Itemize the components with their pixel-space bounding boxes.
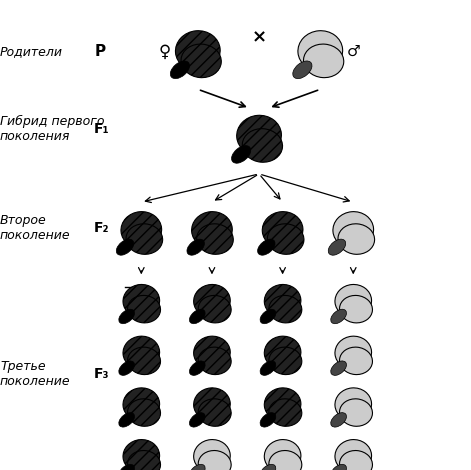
Ellipse shape xyxy=(121,212,162,248)
Ellipse shape xyxy=(338,224,374,254)
Ellipse shape xyxy=(335,336,372,369)
Ellipse shape xyxy=(237,115,281,156)
Ellipse shape xyxy=(126,224,162,254)
Ellipse shape xyxy=(192,212,232,248)
Ellipse shape xyxy=(197,224,233,254)
Ellipse shape xyxy=(298,31,342,71)
Ellipse shape xyxy=(340,399,373,426)
Ellipse shape xyxy=(260,464,276,470)
Ellipse shape xyxy=(171,61,189,78)
Ellipse shape xyxy=(303,44,344,78)
Ellipse shape xyxy=(187,239,204,255)
Text: Третье
поколение: Третье поколение xyxy=(0,360,71,388)
Ellipse shape xyxy=(269,296,302,323)
Text: Гибрид первого
поколения: Гибрид первого поколения xyxy=(0,115,105,143)
Ellipse shape xyxy=(194,388,230,421)
Ellipse shape xyxy=(335,388,372,421)
Ellipse shape xyxy=(189,413,205,427)
Ellipse shape xyxy=(260,309,276,324)
Ellipse shape xyxy=(331,309,347,324)
Ellipse shape xyxy=(331,361,347,376)
Ellipse shape xyxy=(189,464,205,470)
Text: ♂: ♂ xyxy=(347,44,360,59)
Ellipse shape xyxy=(293,61,312,78)
Ellipse shape xyxy=(260,361,276,376)
Ellipse shape xyxy=(260,413,276,427)
Ellipse shape xyxy=(128,451,161,470)
Ellipse shape xyxy=(340,296,373,323)
Ellipse shape xyxy=(340,451,373,470)
Ellipse shape xyxy=(198,347,231,375)
Text: Родители: Родители xyxy=(0,45,63,58)
Ellipse shape xyxy=(264,388,301,421)
Ellipse shape xyxy=(269,451,302,470)
Ellipse shape xyxy=(123,439,160,470)
Ellipse shape xyxy=(189,309,205,324)
Text: F₃: F₃ xyxy=(94,367,110,381)
Ellipse shape xyxy=(258,239,275,255)
Ellipse shape xyxy=(264,284,301,317)
Ellipse shape xyxy=(119,309,135,324)
Ellipse shape xyxy=(328,239,346,255)
Ellipse shape xyxy=(198,399,231,426)
Ellipse shape xyxy=(181,44,221,78)
Text: P: P xyxy=(94,44,106,59)
Ellipse shape xyxy=(194,439,230,470)
Ellipse shape xyxy=(262,212,303,248)
Ellipse shape xyxy=(331,413,347,427)
Ellipse shape xyxy=(128,399,161,426)
Ellipse shape xyxy=(335,284,372,317)
Text: F₁: F₁ xyxy=(94,122,110,136)
Text: Второе
поколение: Второе поколение xyxy=(0,214,71,242)
Ellipse shape xyxy=(335,439,372,470)
Ellipse shape xyxy=(333,212,374,248)
Ellipse shape xyxy=(331,464,347,470)
Ellipse shape xyxy=(268,224,304,254)
Ellipse shape xyxy=(123,336,160,369)
Ellipse shape xyxy=(119,464,135,470)
Ellipse shape xyxy=(176,31,220,71)
Ellipse shape xyxy=(242,129,283,162)
Ellipse shape xyxy=(264,439,301,470)
Ellipse shape xyxy=(189,361,205,376)
Ellipse shape xyxy=(116,239,134,255)
Ellipse shape xyxy=(198,296,231,323)
Ellipse shape xyxy=(340,347,373,375)
Ellipse shape xyxy=(194,336,230,369)
Ellipse shape xyxy=(194,284,230,317)
Ellipse shape xyxy=(119,413,135,427)
Ellipse shape xyxy=(264,336,301,369)
Ellipse shape xyxy=(128,296,161,323)
Ellipse shape xyxy=(269,347,302,375)
Text: F₂: F₂ xyxy=(94,221,110,235)
Ellipse shape xyxy=(123,388,160,421)
Ellipse shape xyxy=(198,451,231,470)
Text: ♀: ♀ xyxy=(159,43,171,61)
Ellipse shape xyxy=(128,347,161,375)
Ellipse shape xyxy=(119,361,135,376)
Ellipse shape xyxy=(123,284,160,317)
Text: ×: × xyxy=(252,29,267,47)
Ellipse shape xyxy=(269,399,302,426)
Ellipse shape xyxy=(232,146,251,163)
